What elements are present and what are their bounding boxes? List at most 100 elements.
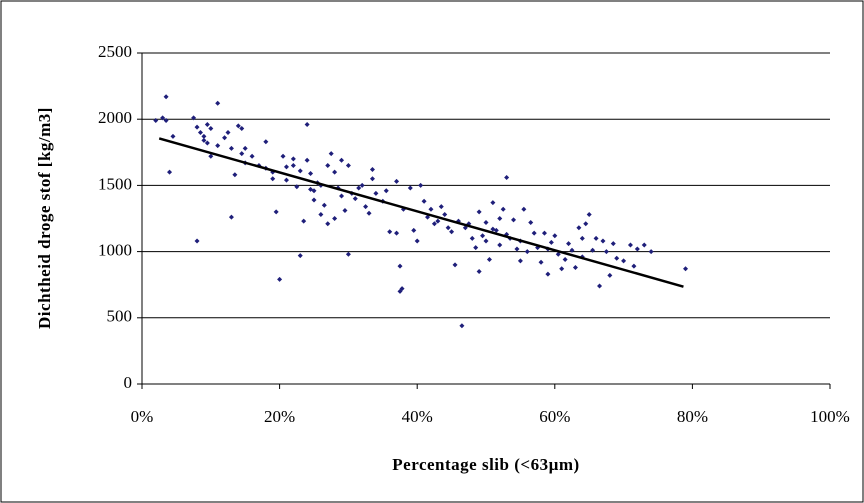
data-point — [576, 225, 582, 231]
data-point — [438, 204, 444, 210]
data-point — [222, 135, 228, 141]
data-point — [228, 145, 234, 151]
data-point — [407, 185, 413, 191]
data-point — [504, 174, 510, 180]
data-point — [579, 235, 585, 241]
data-point — [345, 251, 351, 257]
data-point — [480, 233, 486, 239]
data-point — [290, 163, 296, 169]
data-point — [235, 123, 241, 129]
data-point — [201, 137, 207, 143]
data-point — [160, 115, 166, 121]
x-tick-label: 40% — [402, 407, 433, 426]
data-point — [163, 94, 169, 100]
data-point — [634, 246, 640, 252]
x-tick-label: 20% — [264, 407, 295, 426]
data-point — [469, 235, 475, 241]
data-point — [321, 202, 327, 208]
data-point — [201, 133, 207, 139]
data-point — [387, 229, 393, 235]
data-point — [566, 241, 572, 247]
data-point — [318, 212, 324, 218]
data-point — [311, 188, 317, 194]
data-point — [483, 219, 489, 225]
data-point — [194, 238, 200, 244]
data-point — [308, 170, 314, 176]
data-point — [194, 124, 200, 130]
data-point — [428, 206, 434, 212]
data-point — [511, 217, 517, 223]
data-point — [369, 167, 375, 173]
data-point — [373, 190, 379, 196]
data-point — [514, 246, 520, 252]
data-point — [497, 242, 503, 248]
data-point — [548, 239, 554, 245]
data-point — [452, 262, 458, 268]
data-point — [263, 139, 269, 145]
data-point — [597, 283, 603, 289]
data-point — [538, 259, 544, 265]
data-point — [356, 185, 362, 191]
y-tick-label: 500 — [107, 307, 133, 326]
data-point — [521, 206, 527, 212]
data-point — [449, 229, 455, 235]
data-point — [399, 286, 405, 292]
data-point — [490, 200, 496, 206]
data-point — [586, 212, 592, 218]
data-point — [225, 129, 231, 135]
data-point — [445, 225, 451, 231]
data-point — [559, 266, 565, 272]
data-point — [352, 196, 358, 202]
x-tick-label: 60% — [539, 407, 570, 426]
data-point — [590, 247, 596, 253]
x-tick-label: 80% — [677, 407, 708, 426]
data-point — [414, 238, 420, 244]
data-point — [273, 209, 279, 215]
data-point — [304, 157, 310, 163]
x-axis-title: Percentage slib (<63µm) — [392, 455, 579, 474]
data-point — [641, 242, 647, 248]
data-point — [528, 219, 534, 225]
data-point — [394, 178, 400, 184]
data-point — [325, 221, 331, 227]
data-point — [311, 197, 317, 203]
data-point — [345, 163, 351, 169]
data-point — [170, 133, 176, 139]
data-point — [290, 156, 296, 162]
data-point — [366, 210, 372, 216]
data-point — [301, 218, 307, 224]
data-point — [363, 204, 369, 210]
data-point — [215, 143, 221, 149]
data-point — [342, 208, 348, 214]
data-point — [531, 230, 537, 236]
data-point — [562, 257, 568, 263]
data-point — [476, 209, 482, 215]
y-axis-title: Dichtheid droge stof [kg/m3] — [35, 107, 54, 329]
data-point — [603, 249, 609, 255]
data-point — [277, 276, 283, 282]
data-point — [497, 216, 503, 221]
data-point — [332, 169, 338, 175]
data-point — [648, 249, 654, 255]
data-point — [153, 118, 159, 124]
data-point — [163, 118, 169, 124]
data-point — [493, 227, 499, 233]
data-point — [239, 151, 245, 157]
data-point — [431, 221, 437, 227]
data-point — [167, 169, 173, 175]
data-point — [607, 272, 613, 278]
data-point — [476, 268, 482, 274]
data-point — [325, 163, 331, 169]
y-tick-label: 2000 — [98, 108, 132, 127]
data-point — [239, 125, 245, 131]
data-point — [500, 206, 506, 212]
data-point — [208, 125, 214, 131]
data-point — [545, 271, 551, 277]
data-point — [459, 323, 465, 329]
data-point — [191, 115, 197, 121]
data-point — [232, 172, 238, 178]
data-point — [332, 216, 338, 221]
data-point — [555, 251, 561, 257]
data-point — [524, 249, 530, 255]
